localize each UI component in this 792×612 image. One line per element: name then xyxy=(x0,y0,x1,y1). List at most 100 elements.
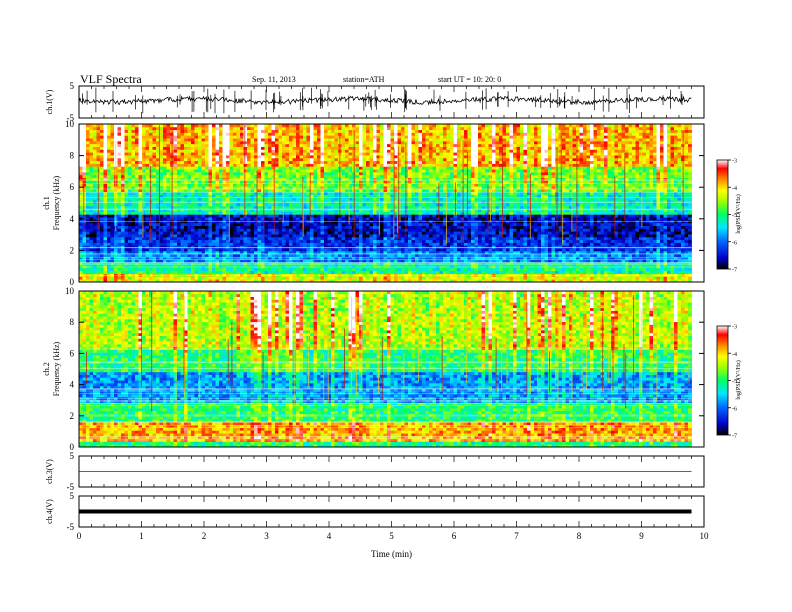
spectrogram-cell xyxy=(387,183,391,187)
spectrogram-cell xyxy=(194,155,199,159)
spectrogram-cell xyxy=(338,279,342,283)
spectrogram-cell xyxy=(233,265,237,269)
spectrogram-cell xyxy=(138,259,143,263)
spectrogram-cell xyxy=(159,236,164,241)
spectrogram-cell xyxy=(86,157,90,162)
spectrogram-cell xyxy=(187,166,192,170)
spectrogram-cell xyxy=(352,250,356,255)
spectrogram-cell xyxy=(131,166,136,170)
spectrogram-cell xyxy=(366,124,370,128)
spectrogram-cell xyxy=(306,217,311,221)
spectrogram-cell xyxy=(156,152,160,156)
spectrogram-cell xyxy=(226,250,230,255)
spectrogram-cell xyxy=(282,166,286,170)
spectrogram-cell xyxy=(257,152,262,156)
spectrogram-cell xyxy=(212,183,216,187)
spectrogram-cell xyxy=(124,231,129,235)
spectrogram-cell xyxy=(201,276,206,280)
spectrogram-cell xyxy=(240,143,244,147)
spectrogram-cell xyxy=(310,169,314,173)
spectrogram-cell xyxy=(201,155,206,159)
spectrogram-cell xyxy=(243,197,248,201)
spectrogram-cell xyxy=(327,163,332,167)
spectrogram-cell xyxy=(89,160,94,164)
spectrogram-cell xyxy=(327,208,332,212)
spectrogram-cell xyxy=(100,126,104,131)
spectrogram-cell xyxy=(296,214,300,218)
spectrogram-cell xyxy=(233,250,237,255)
spectrogram-cell xyxy=(82,222,87,226)
spectrogram-cell xyxy=(380,169,384,173)
spectrogram-cell xyxy=(201,126,206,131)
spectrogram-cell xyxy=(212,265,216,269)
spectrogram-cell xyxy=(117,270,122,274)
spectrogram-cell xyxy=(187,239,192,243)
spectrogram-cell xyxy=(219,245,223,249)
spectrogram-cell xyxy=(289,256,293,260)
spectrogram-cell xyxy=(142,242,146,246)
spectrogram-cell xyxy=(243,124,248,128)
spectrogram-cell xyxy=(366,177,370,181)
spectrogram-cell xyxy=(117,211,122,215)
spectrogram-cell xyxy=(79,245,83,249)
spectrogram-cell xyxy=(152,126,157,131)
spectrogram-cell xyxy=(327,222,332,226)
spectrogram-cell xyxy=(212,124,216,128)
spectrogram-cell xyxy=(103,203,108,207)
spectrogram-cell xyxy=(163,155,167,159)
spectrogram-cell xyxy=(201,242,206,246)
spectrogram-cell xyxy=(236,276,241,280)
spectrogram-cell xyxy=(373,157,377,162)
spectrogram-cell xyxy=(387,163,391,167)
spectrogram-cell xyxy=(86,276,90,280)
spectrogram-cell xyxy=(264,259,269,263)
spectrogram-cell xyxy=(198,186,202,190)
spectrogram-cell xyxy=(212,177,216,181)
spectrogram-cell xyxy=(348,129,353,133)
spectrogram-cell xyxy=(278,183,283,187)
spectrogram-cell xyxy=(387,214,391,218)
spectrogram-cell xyxy=(352,126,356,131)
spectrogram-cell xyxy=(163,205,167,210)
spectrogram-cell xyxy=(264,208,269,212)
spectrogram-cell xyxy=(236,188,241,193)
spectrogram-cell xyxy=(296,171,300,176)
spectrogram-cell xyxy=(373,253,377,258)
spectrogram-cell xyxy=(289,191,293,195)
spectrogram-cell xyxy=(163,188,167,193)
spectrogram-cell xyxy=(355,214,360,218)
spectrogram-cell xyxy=(191,256,195,260)
spectrogram-cell xyxy=(163,279,167,283)
spectrogram-cell xyxy=(201,259,206,263)
spectrogram-cell xyxy=(180,276,185,280)
spectrogram-cell xyxy=(177,169,181,173)
spectrogram-cell xyxy=(376,234,381,238)
spectrogram-cell xyxy=(299,267,304,272)
spectrogram-cell xyxy=(303,270,307,274)
spectrogram-cell xyxy=(380,140,384,145)
spectrogram-cell xyxy=(180,203,185,207)
spectrogram-cell xyxy=(306,242,311,246)
spectrogram-cell xyxy=(110,169,115,173)
spectrogram-cell xyxy=(345,143,349,147)
spectrogram-cell xyxy=(254,132,258,136)
spectrogram-cell xyxy=(173,155,178,159)
spectrogram-cell xyxy=(282,242,286,246)
spectrogram-cell xyxy=(299,163,304,167)
spectrogram-cell xyxy=(191,155,195,159)
spectrogram-cell xyxy=(299,231,304,235)
spectrogram-cell xyxy=(194,248,199,252)
spectrogram-1 xyxy=(79,124,692,283)
spectrogram-cell xyxy=(184,214,188,218)
spectrogram-cell xyxy=(100,262,104,266)
spectrogram-cell xyxy=(138,245,143,249)
spectrogram-cell xyxy=(180,248,185,252)
spectrogram-cell xyxy=(285,256,290,260)
spectrogram-cell xyxy=(187,203,192,207)
spectrogram-cell xyxy=(89,203,94,207)
spectrogram-cell xyxy=(289,217,293,221)
spectrogram-cell xyxy=(282,208,286,212)
spectrogram-cell xyxy=(313,143,318,147)
spectrogram-cell xyxy=(128,143,132,147)
spectrogram-cell xyxy=(383,132,388,136)
